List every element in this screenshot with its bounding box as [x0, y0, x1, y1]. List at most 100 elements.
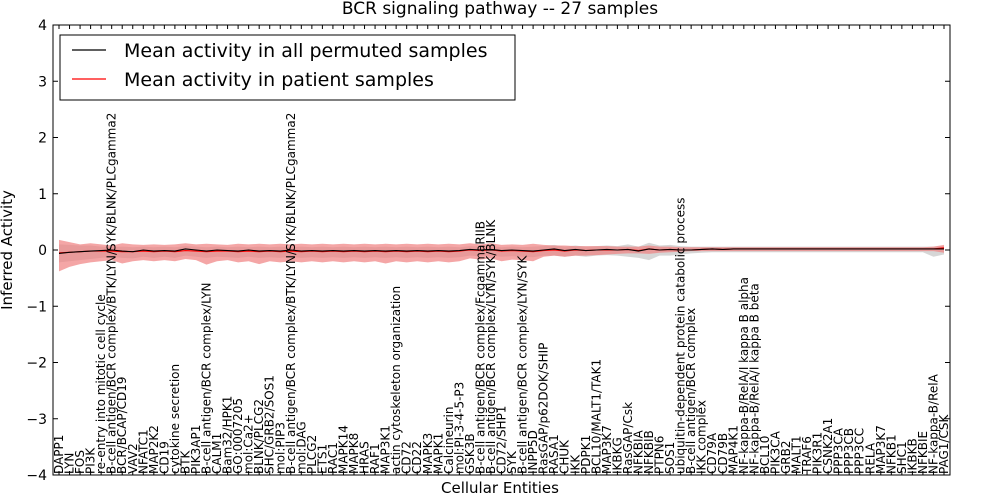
x-axis-label: Cellular Entities [441, 479, 559, 497]
y-tick-label: 1 [38, 187, 47, 203]
x-tick-label: CHUK [558, 439, 572, 474]
x-tick-label: cytokine secretion [168, 364, 182, 474]
x-tick-label: BCL10 [758, 436, 772, 474]
x-tick-label: GRB2 [779, 440, 793, 474]
x-tick-label: SHC1 [895, 441, 909, 474]
x-tick-label: NFKBIB [642, 430, 656, 474]
x-tick-label: IKK complex [695, 400, 709, 474]
x-tick-label: RAC1 [326, 442, 340, 474]
axis-layer: −4 −3 −2 −1 0 1 2 3 4 [26, 18, 950, 484]
legend-box [59, 34, 516, 101]
x-tick-label: MAP4K1 [726, 425, 740, 474]
legend-label-patient: Mean activity in patient samples [124, 69, 434, 91]
band-series-1 [59, 239, 944, 272]
chart-title: BCR signaling pathway -- 27 samples [342, 0, 658, 19]
x-tick-label: MAP2K2 [147, 425, 161, 474]
x-tick-label: FOS [73, 450, 87, 474]
y-tick-label: 2 [38, 131, 47, 147]
x-tick-label: PIK3R1 [811, 432, 825, 474]
x-tick-label: B-cell antigen/BCR complex/BTK/LYN/SYK/B… [105, 113, 119, 474]
x-tick-label: PPP3CB [842, 428, 856, 474]
x-tick-label: ETS1 [315, 444, 329, 474]
x-tick-label: PIK3AP1 [189, 425, 203, 474]
x-tick-label: CALM1 [210, 433, 224, 474]
x-tick-label: mol:PI-3-4-5-P3 [452, 382, 466, 474]
x-tick-label: HRAS [358, 441, 372, 474]
x-tick-label: NFKBIA [632, 429, 646, 474]
x-tick-label: RELA [863, 442, 877, 474]
y-tick-label: 3 [38, 74, 47, 90]
x-tick-label: mol:PIP3 [273, 422, 287, 474]
x-tick-label: LYN [63, 453, 77, 474]
x-tick-label: CD72/SHP1 [495, 406, 509, 474]
x-tick-label: BCR/BCAP/CD19 [115, 376, 129, 474]
x-tick-label: NFKBIE [916, 431, 930, 474]
y-axis-label: Inferred Activity [0, 190, 16, 310]
x-tick-label: MAP3K7 [600, 425, 614, 474]
legend-label-permuted: Mean activity in all permuted samples [124, 40, 487, 62]
x-tick-label: RasGAP/Csk [621, 402, 635, 474]
x-tick-label: NF-kappa-B/RelA/I kappa B beta [747, 283, 761, 474]
x-tick-label: CSNK2A1 [821, 418, 835, 474]
x-tick-label: PIK3CA [768, 430, 782, 474]
x-tick-label: MAP3K1 [379, 425, 393, 474]
x-tick-label: RAF1 [368, 443, 382, 474]
x-tick-label: RasGAP/p62DOK/SHIP [537, 343, 551, 474]
x-tick-label: MAP3K7 [874, 425, 888, 474]
x-tick-label: CD79A [705, 432, 719, 474]
x-tick-label: B-cell antigen/BCR complex/LYN/SYK/BLNK [484, 219, 498, 474]
y-tick-label: −3 [26, 412, 47, 428]
x-tick-label: MAPK8 [347, 433, 361, 474]
lines-layer [58, 247, 945, 254]
x-tick-label: SHC/GRB2/SOS1 [263, 375, 277, 474]
x-tick-label: PAG1/CSK [937, 414, 951, 474]
x-tick-label: PPP3CA [832, 427, 846, 474]
x-tick-label: MAPK3 [421, 433, 435, 474]
x-tick-label: GO:0007205 [231, 398, 245, 474]
y-tick-label: −2 [26, 356, 47, 372]
x-tick-label: NF-kappa-B/RelA [927, 373, 941, 474]
x-tick-label: B-cell antigen/BCR complex/BTK/LYN/SYK/B… [284, 113, 298, 474]
x-tick-label: CD19 [157, 441, 171, 474]
legend: Mean activity in all permuted samples Me… [59, 34, 516, 101]
x-tick-label: PI3K [84, 447, 98, 474]
x-tick-label: SOS1 [663, 442, 677, 474]
x-tick-label: IKBKG [610, 437, 624, 474]
x-tick-label: re-entry into mitotic cell cycle [94, 294, 108, 474]
x-tick-label: actin cytoskeleton organization [389, 286, 403, 474]
x-tick-label: BLNK/PLCG2 [252, 399, 266, 474]
x-tick-label: IKBKB [905, 438, 919, 474]
line-series-0 [58, 248, 944, 254]
x-tick-label: PDPK1 [579, 435, 593, 474]
x-tick-label: PPP3CC [853, 428, 867, 474]
x-tick-label: mol:DAG [294, 421, 308, 474]
y-tick-label: −1 [26, 299, 47, 315]
x-tick-label: NFKB1 [884, 434, 898, 474]
x-tick-label: TRAF6 [800, 436, 814, 475]
x-tick-label: CD22 [410, 441, 424, 474]
x-tick-label: B-cell antigen/BCR complex [684, 308, 698, 474]
x-tick-label: CD79B [716, 433, 730, 474]
y-tick-label: 4 [38, 18, 47, 34]
x-tick-label: B-cell antigen/BCR complex/LYN/SYK [516, 254, 530, 474]
x-tick-label: BTK [178, 449, 192, 474]
x-tick-label: IKK [568, 454, 582, 474]
y-tick-label: 0 [38, 243, 47, 259]
x-tick-label: NF-kappa-B/RelA/I kappa B alpha [737, 277, 751, 474]
x-tick-label: MALT1 [790, 435, 804, 474]
x-tick-label: Bam32/HPK1 [221, 396, 235, 474]
x-tick-label: DAPP1 [52, 435, 66, 474]
x-tick-label: SYK [505, 450, 519, 474]
x-tick-label: INPP5D [526, 430, 540, 474]
x-tick-label: MAPK14 [337, 425, 351, 474]
x-tick-label: ubiquitin-dependent protein catabolic pr… [674, 198, 688, 474]
x-tick-label: BCL10/MALT1/TAK1 [589, 359, 603, 474]
x-tick-label: PLCG2 [305, 435, 319, 474]
x-tick-label: VAV2 [126, 443, 140, 474]
x-tick-label: B-cell antigen/BCR complex/LYN [200, 282, 214, 474]
bands-layer [59, 239, 944, 272]
x-tick-label: PTPN6 [653, 436, 667, 474]
